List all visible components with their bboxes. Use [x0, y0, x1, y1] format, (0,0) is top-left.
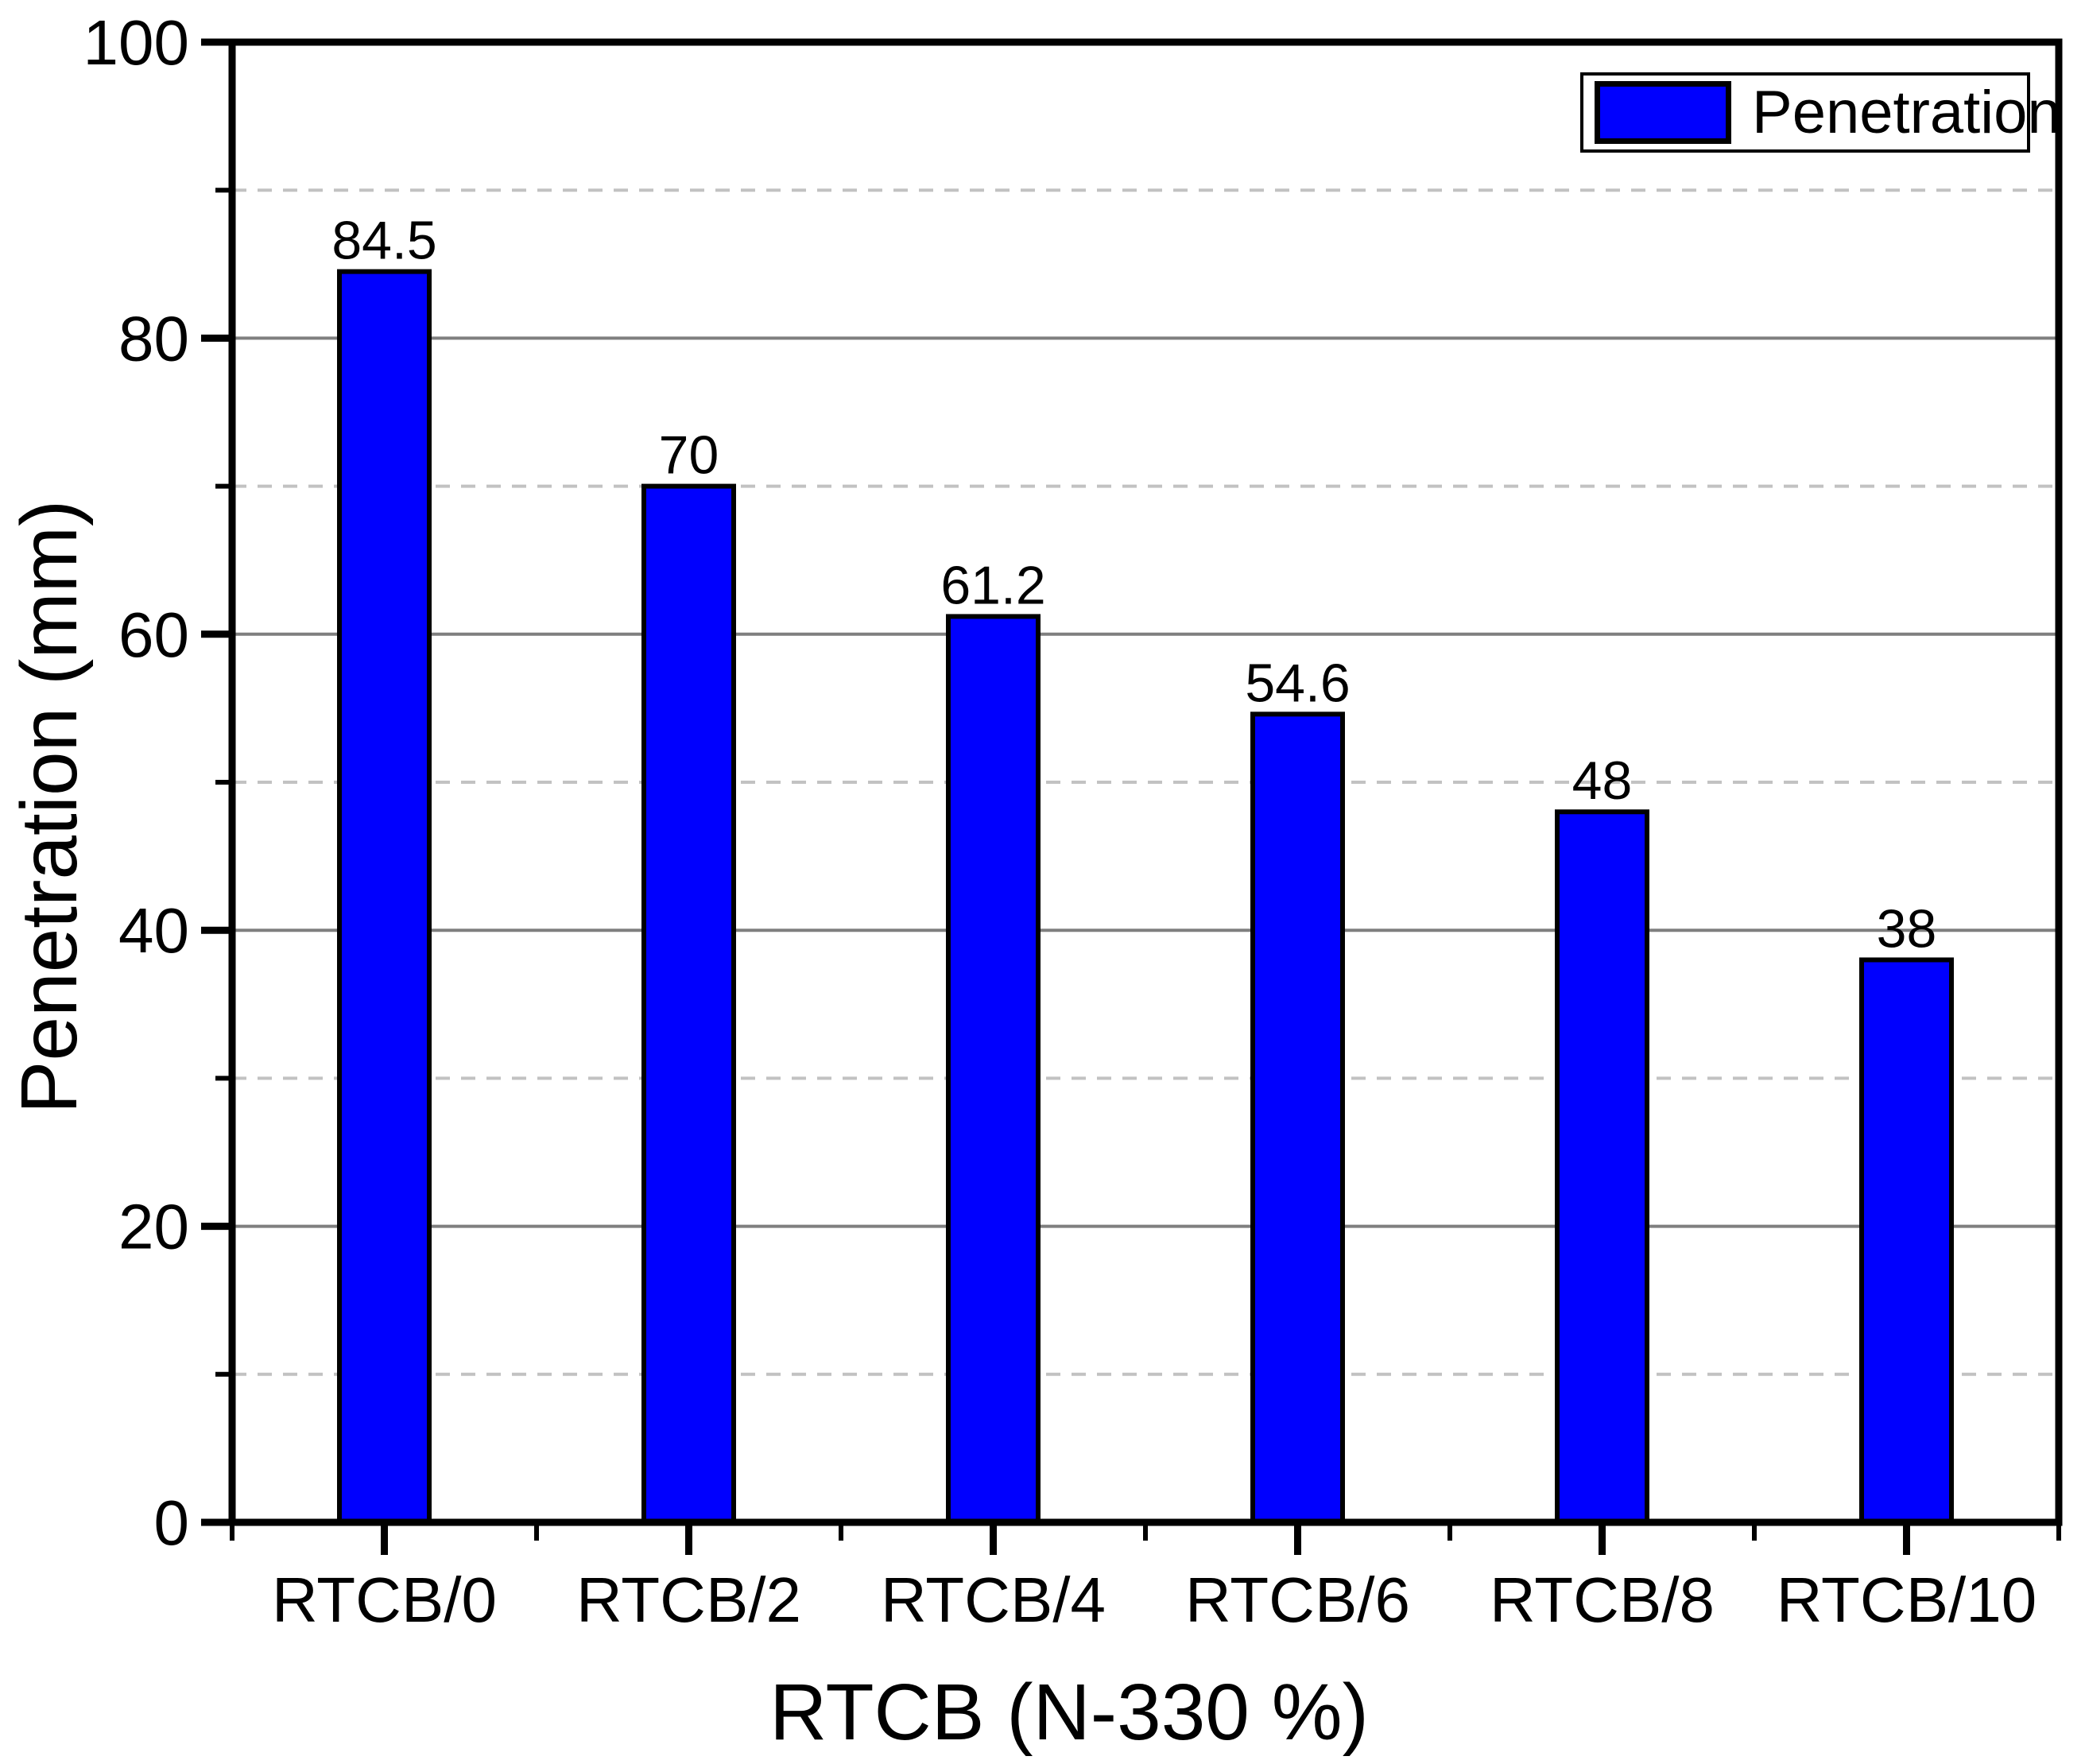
y-tick-label: 0 — [154, 1487, 190, 1558]
y-tick-label: 60 — [118, 599, 189, 670]
bar-RTCB/8 — [1555, 809, 1649, 1525]
y-tick-label: 80 — [118, 303, 189, 374]
bar-RTCB/2 — [641, 483, 736, 1525]
x-tick-label: RTCB/2 — [576, 1564, 801, 1635]
x-tick-label: RTCB/6 — [1185, 1564, 1410, 1635]
bar-value-label: 38 — [1877, 898, 1937, 959]
legend-swatch-penetration — [1595, 81, 1731, 144]
y-axis-title: Penetration (mm) — [5, 499, 94, 1115]
bar-RTCB/10 — [1859, 957, 1954, 1525]
legend-label-penetration: Penetration — [1752, 78, 2061, 146]
x-tick-label: RTCB/0 — [272, 1564, 497, 1635]
bar-RTCB/4 — [946, 614, 1041, 1525]
x-tick-label: RTCB/8 — [1490, 1564, 1715, 1635]
bar-value-label: 54.6 — [1245, 653, 1350, 713]
y-tick-label: 100 — [83, 7, 189, 78]
bar-RTCB/0 — [337, 269, 432, 1525]
y-tick-label: 20 — [118, 1192, 189, 1262]
x-tick-label: RTCB/10 — [1777, 1564, 2037, 1635]
bar-value-label: 61.2 — [940, 555, 1045, 615]
x-axis-title: RTCB (N-330 %) — [769, 1668, 1369, 1757]
y-tick-label: 40 — [118, 895, 189, 966]
bar-value-label: 84.5 — [331, 211, 436, 271]
bar-value-label: 70 — [659, 425, 719, 486]
x-tick-label: RTCB/4 — [881, 1564, 1106, 1635]
legend-box: Penetration — [1580, 72, 2061, 153]
bar-RTCB/6 — [1250, 711, 1345, 1525]
bar-value-label: 48 — [1572, 750, 1633, 811]
